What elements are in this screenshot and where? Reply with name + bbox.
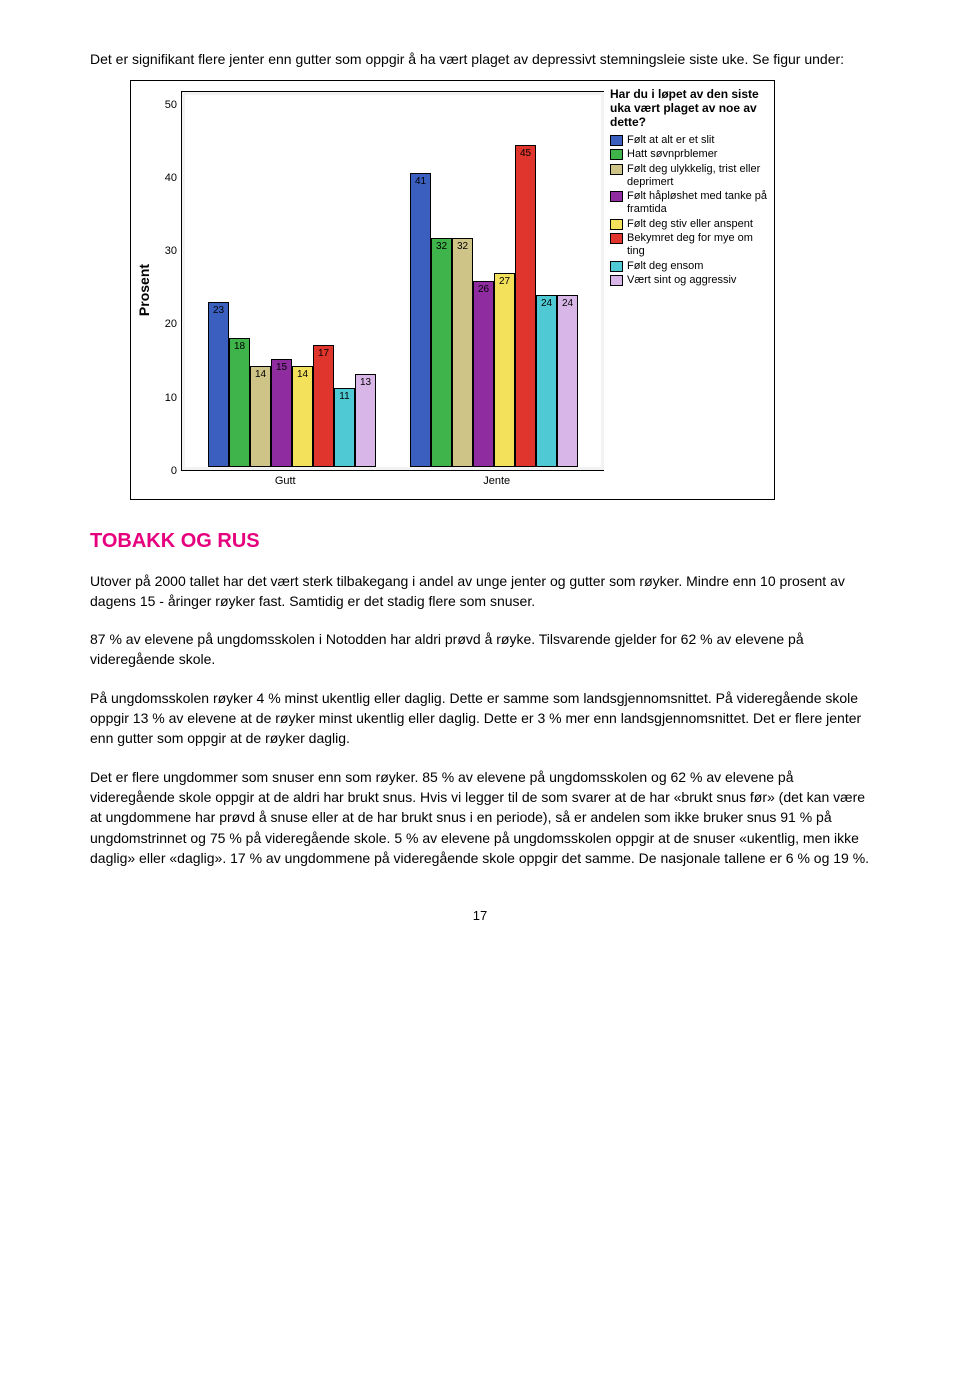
bar: 13 xyxy=(355,374,376,467)
x-tick-label: Gutt xyxy=(275,475,296,487)
section-heading: TOBAKK OG RUS xyxy=(90,530,870,553)
bar-value-label: 14 xyxy=(255,369,266,380)
y-axis-title: Prosent xyxy=(136,264,152,316)
bar: 41 xyxy=(410,173,431,466)
bar: 24 xyxy=(557,295,578,467)
legend-label: Følt deg ulykkelig, trist eller deprimer… xyxy=(627,163,768,188)
bar-value-label: 41 xyxy=(415,176,426,187)
legend-swatch xyxy=(610,261,623,272)
body-paragraph: På ungdomsskolen røyker 4 % minst ukentl… xyxy=(90,688,870,749)
bar-value-label: 24 xyxy=(562,298,573,309)
bar-value-label: 15 xyxy=(276,362,287,373)
legend-swatch xyxy=(610,275,623,286)
legend-swatch xyxy=(610,149,623,160)
y-tick-label: 10 xyxy=(165,392,177,404)
x-axis-labels: Gutt Jente xyxy=(181,471,604,499)
bar-value-label: 23 xyxy=(213,305,224,316)
legend-item: Følt deg ensom xyxy=(610,260,768,273)
legend-swatch xyxy=(610,219,623,230)
body-paragraph: Det er flere ungdommer som snuser enn so… xyxy=(90,767,870,868)
chart-legend: Har du i løpet av den siste uka vært pla… xyxy=(604,81,774,499)
legend-item: Bekymret deg for mye om ting xyxy=(610,232,768,257)
legend-item: Hatt søvnprblemer xyxy=(610,148,768,161)
bar: 45 xyxy=(515,145,536,467)
bar-value-label: 27 xyxy=(499,276,510,287)
bar: 27 xyxy=(494,273,515,466)
body-paragraph: 87 % av elevene på ungdomsskolen i Notod… xyxy=(90,629,870,670)
legend-item: Følt deg stiv eller anspent xyxy=(610,218,768,231)
bar: 23 xyxy=(208,302,229,467)
legend-item: Følt håpløshet med tanke på framtida xyxy=(610,190,768,215)
legend-label: Følt deg stiv eller anspent xyxy=(627,218,753,231)
legend-item: Følt at alt er et slit xyxy=(610,134,768,147)
bar-value-label: 18 xyxy=(234,341,245,352)
legend-swatch xyxy=(610,164,623,175)
bar-value-label: 24 xyxy=(541,298,552,309)
bar: 15 xyxy=(271,359,292,466)
bar: 17 xyxy=(313,345,334,467)
legend-item: Vært sint og aggressiv xyxy=(610,274,768,287)
bar-chart: Prosent 0 10 20 30 40 50 23 18 14 15 14 17 11 13 41 32… xyxy=(130,80,775,500)
bar: 32 xyxy=(452,238,473,467)
x-tick-label: Jente xyxy=(483,475,510,487)
y-tick-label: 20 xyxy=(165,318,177,330)
legend-label: Bekymret deg for mye om ting xyxy=(627,232,768,257)
bar-value-label: 11 xyxy=(339,391,349,402)
bar-value-label: 32 xyxy=(457,241,468,252)
bar-value-label: 45 xyxy=(520,148,531,159)
bar: 26 xyxy=(473,281,494,467)
legend-swatch xyxy=(610,135,623,146)
y-tick-label: 50 xyxy=(165,99,177,111)
bar: 24 xyxy=(536,295,557,467)
legend-item: Følt deg ulykkelig, trist eller deprimer… xyxy=(610,163,768,188)
legend-label: Følt deg ensom xyxy=(627,260,703,273)
bar-value-label: 32 xyxy=(436,241,447,252)
page-number: 17 xyxy=(90,908,870,923)
bar-group: 23 18 14 15 14 17 11 13 xyxy=(208,95,376,467)
legend-swatch xyxy=(610,191,623,202)
y-tick-label: 30 xyxy=(165,245,177,257)
legend-title: Har du i løpet av den siste uka vært pla… xyxy=(610,87,768,130)
legend-label: Følt håpløshet med tanke på framtida xyxy=(627,190,768,215)
legend-label: Hatt søvnprblemer xyxy=(627,148,717,161)
legend-label: Vært sint og aggressiv xyxy=(627,274,736,287)
bar-value-label: 13 xyxy=(360,377,371,388)
body-paragraph: Utover på 2000 tallet har det vært sterk… xyxy=(90,571,870,612)
plot-area: 23 18 14 15 14 17 11 13 41 32 32 26 27 45 24 24 xyxy=(181,91,604,471)
bar: 14 xyxy=(250,366,271,466)
y-axis-ticks: 0 10 20 30 40 50 xyxy=(157,81,181,499)
bar-value-label: 14 xyxy=(297,369,308,380)
bar-group: 41 32 32 26 27 45 24 24 xyxy=(410,95,578,467)
legend-label: Følt at alt er et slit xyxy=(627,134,714,147)
legend-swatch xyxy=(610,233,623,244)
bar: 32 xyxy=(431,238,452,467)
bar: 11 xyxy=(334,388,355,467)
bar-value-label: 26 xyxy=(478,284,489,295)
y-tick-label: 0 xyxy=(171,465,177,477)
bar: 14 xyxy=(292,366,313,466)
y-tick-label: 40 xyxy=(165,172,177,184)
bar-value-label: 17 xyxy=(318,348,329,359)
intro-text: Det er signifikant flere jenter enn gutt… xyxy=(90,50,870,70)
bar: 18 xyxy=(229,338,250,467)
